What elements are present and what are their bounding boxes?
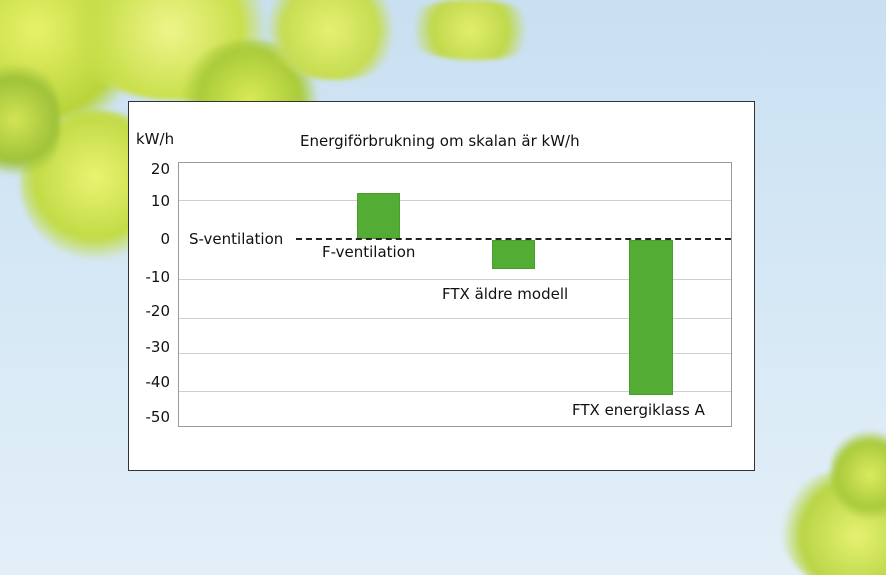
y-tick-minus-20: -20	[145, 302, 171, 320]
y-tick-0: 0	[160, 230, 170, 248]
gridline-minus-20	[179, 318, 731, 319]
bar-f-ventilation	[357, 193, 400, 239]
gridline-minus-40	[179, 391, 731, 392]
label-s-ventilation: S-ventilation	[189, 230, 284, 248]
y-tick-minus-10: -10	[145, 268, 171, 286]
bar-ftx-aldre-modell	[492, 240, 535, 269]
y-tick-20: 20	[150, 160, 170, 178]
label-ftx-aldre-modell: FTX äldre modell	[442, 285, 569, 303]
label-ftx-energiklass-a: FTX energiklass A	[572, 401, 705, 419]
zero-baseline-dashed	[296, 238, 731, 240]
gridline-minus-30	[179, 353, 731, 354]
y-tick-minus-30: -30	[145, 338, 171, 356]
y-tick-minus-50: -50	[145, 408, 171, 426]
gridline-10	[179, 200, 731, 201]
chart-title: Energiförbrukning om skalan är kW/h	[300, 132, 580, 150]
y-tick-minus-40: -40	[145, 373, 171, 391]
label-f-ventilation: F-ventilation	[322, 243, 416, 261]
plot-area	[178, 162, 732, 427]
y-tick-10: 10	[150, 192, 170, 210]
bar-ftx-energiklass-a	[629, 240, 673, 395]
gridline-minus-10	[179, 279, 731, 280]
y-axis-unit-label: kW/h	[136, 130, 175, 148]
